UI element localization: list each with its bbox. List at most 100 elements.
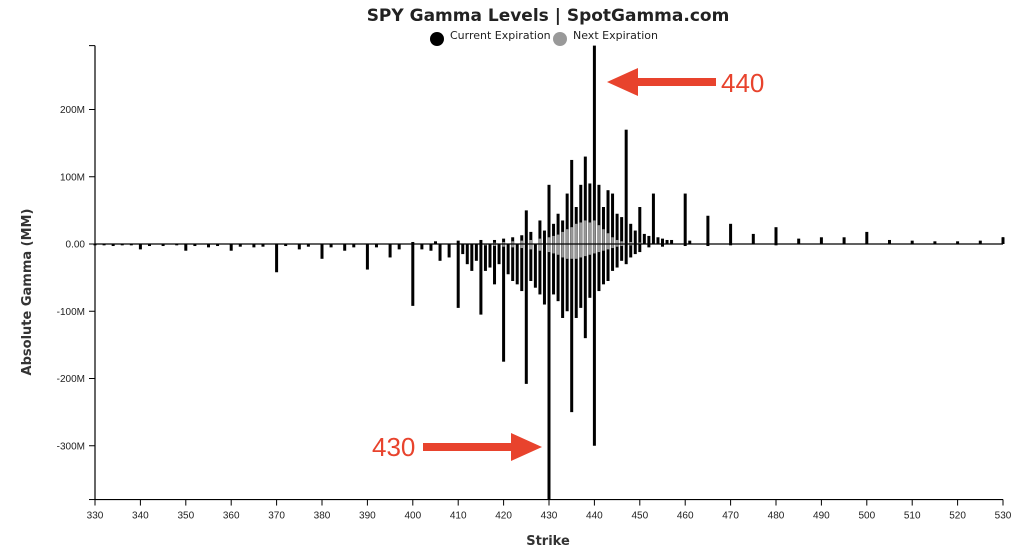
bar-current-positive-415	[479, 239, 483, 244]
bar-next-negative-443	[606, 244, 610, 250]
bar-current-negative-417	[488, 244, 492, 268]
legend-next-marker	[553, 32, 567, 46]
bar-next-negative-439	[588, 244, 592, 255]
x-tick-label: 360	[223, 511, 240, 522]
bar-current-negative-422	[511, 244, 515, 281]
bar-current-negative-397	[397, 244, 401, 250]
bar-current-negative-375	[297, 244, 301, 250]
bar-current-negative-433	[561, 244, 565, 318]
bar-current-positive-410	[456, 240, 460, 244]
bar-current-positive-451	[642, 233, 646, 244]
bar-current-positive-426	[529, 231, 533, 244]
legend: Current Expiration Next Expiration	[430, 29, 658, 46]
x-tick-label: 500	[858, 511, 875, 522]
bar-current-negative-400	[411, 244, 415, 306]
bar-next-negative-444	[611, 244, 614, 249]
bar-current-negative-434	[565, 244, 569, 312]
bar-next-positive-444	[611, 237, 614, 244]
bar-current-positive-450	[638, 207, 642, 244]
bar-current-positive-490	[819, 237, 823, 244]
bar-next-negative-436	[574, 244, 578, 259]
bar-current-positive-438	[583, 156, 587, 244]
y-axis-label: Absolute Gamma (MM)	[20, 209, 35, 376]
bar-next-negative-422	[511, 244, 514, 248]
bar-current-positive-434	[565, 193, 569, 244]
bar-current-negative-377	[306, 244, 310, 247]
bar-current-positive-495	[842, 237, 846, 244]
bar-current-positive-442	[601, 207, 605, 244]
x-tick-label: 420	[495, 511, 512, 522]
bar-current-negative-360	[229, 244, 233, 251]
bar-current-positive-453	[651, 193, 655, 244]
bar-current-negative-429	[542, 244, 546, 305]
bar-next-positive-432	[556, 234, 560, 244]
x-tick-label: 530	[995, 511, 1012, 522]
x-tick-label: 460	[677, 511, 694, 522]
bar-current-negative-413	[470, 244, 474, 271]
bar-next-negative-441	[597, 244, 601, 253]
bar-current-positive-430	[547, 184, 551, 244]
bar-current-positive-515	[933, 241, 937, 244]
bar-current-positive-443	[606, 190, 610, 244]
bar-current-negative-448	[629, 244, 633, 258]
x-tick-label: 480	[768, 511, 785, 522]
y-tick-label: -100M	[57, 307, 85, 318]
bar-next-positive-448	[629, 241, 632, 244]
bar-current-negative-460	[683, 244, 687, 247]
bar-next-positive-434	[565, 229, 569, 244]
bar-current-negative-362	[238, 244, 242, 247]
bar-next-positive-433	[561, 231, 564, 244]
bar-current-negative-345	[161, 244, 165, 247]
bar-current-positive-449	[633, 230, 637, 244]
bar-current-positive-475	[751, 233, 755, 244]
bar-next-negative-442	[602, 244, 605, 251]
bar-current-negative-450	[638, 244, 642, 253]
bar-current-positive-461	[688, 240, 692, 244]
bar-current-negative-444	[611, 244, 615, 271]
bar-current-positive-422	[511, 237, 515, 244]
legend-next-label: Next Expiration	[573, 29, 658, 42]
bar-current-negative-441	[597, 244, 601, 292]
bar-current-positive-431	[552, 223, 556, 244]
bar-next-positive-435	[570, 227, 573, 244]
bar-current-positive-454	[656, 237, 660, 244]
bar-next-negative-437	[579, 244, 583, 258]
bar-current-negative-425	[524, 244, 528, 384]
bar-next-positive-445	[615, 239, 619, 244]
bar-current-positive-510	[910, 240, 914, 244]
bar-current-positive-520	[956, 241, 960, 244]
x-tick-label: 380	[314, 511, 331, 522]
bar-next-positive-442	[602, 229, 605, 244]
bar-current-negative-342	[147, 244, 151, 247]
bar-current-negative-452	[647, 244, 651, 248]
bar-current-positive-500	[865, 231, 869, 244]
bar-current-negative-439	[588, 244, 592, 298]
bar-current-positive-452	[647, 235, 651, 244]
bar-current-positive-456	[665, 239, 669, 244]
bar-next-negative-432	[556, 244, 560, 255]
x-tick-label: 450	[631, 511, 648, 522]
bar-current-negative-437	[579, 244, 583, 308]
bar-current-positive-432	[556, 213, 560, 244]
bar-current-negative-411	[461, 244, 465, 255]
bar-next-positive-420	[502, 241, 505, 244]
bar-next-positive-440	[593, 220, 596, 244]
chart-title: SPY Gamma Levels | SpotGamma.com	[367, 6, 730, 26]
bar-current-positive-445	[615, 213, 619, 244]
bar-current-positive-400	[411, 241, 415, 244]
bar-current-positive-420	[502, 238, 506, 244]
bar-current-negative-442	[601, 244, 605, 285]
bar-next-negative-445	[615, 244, 619, 247]
bar-next-positive-441	[597, 225, 601, 244]
legend-current-marker	[430, 32, 444, 46]
bar-current-negative-334	[111, 244, 115, 247]
x-axis-label: Strike	[526, 534, 570, 549]
bar-current-positive-457	[670, 239, 674, 244]
bar-current-positive-425	[524, 210, 528, 245]
bar-current-positive-525	[978, 240, 982, 244]
arrow-440-icon	[607, 68, 716, 96]
bar-current-positive-448	[629, 223, 633, 244]
bar-current-negative-427	[533, 244, 537, 288]
bar-current-negative-445	[615, 244, 619, 268]
y-tick-label: 200M	[60, 105, 85, 116]
